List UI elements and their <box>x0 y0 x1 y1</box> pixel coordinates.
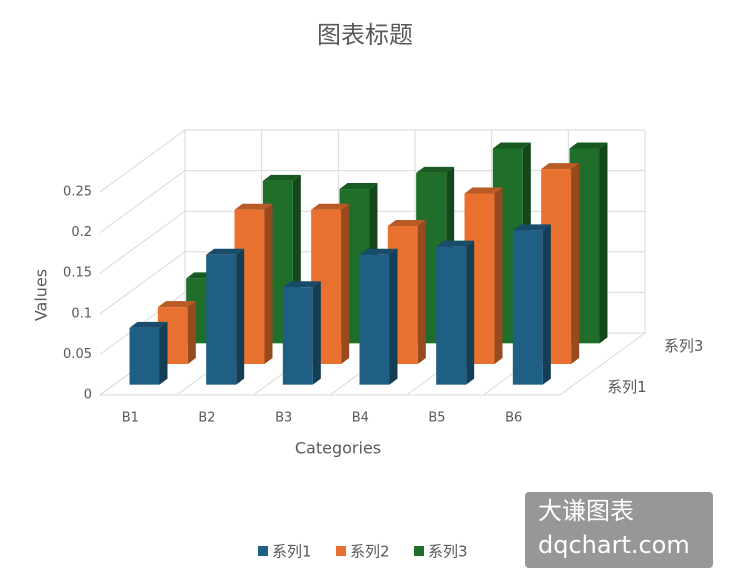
y-tick-label: 0 <box>84 388 92 403</box>
bar-top <box>387 219 426 226</box>
bar-side <box>466 240 475 385</box>
bar-front <box>436 246 467 385</box>
y-tick-label: 0.1 <box>71 306 92 321</box>
bar-top <box>436 240 475 247</box>
bar-side <box>417 219 426 364</box>
watermark-text: 大谦图表 <box>538 497 634 525</box>
bar <box>359 248 398 385</box>
bar-side <box>187 301 196 364</box>
bar-top <box>206 248 245 255</box>
bar-top <box>569 142 608 149</box>
bar-top <box>234 203 273 210</box>
depth-tick-label: 系列1 <box>607 378 647 396</box>
bar-top <box>541 163 580 170</box>
bar-side <box>236 248 245 385</box>
bar-top <box>512 224 551 231</box>
bar-front <box>206 254 237 385</box>
bar <box>129 321 168 385</box>
bar-top <box>282 281 321 288</box>
bar-side <box>159 321 168 385</box>
legend-swatch <box>336 546 346 556</box>
x-tick-label: B5 <box>428 411 445 426</box>
bar-side <box>264 203 273 364</box>
bar-top <box>464 187 503 194</box>
bar-front <box>282 287 313 385</box>
bar-front <box>512 230 543 385</box>
x-tick-label: B1 <box>122 411 139 426</box>
bar-top <box>262 174 301 181</box>
legend-swatch <box>258 546 268 556</box>
bar-top <box>359 248 398 255</box>
bar <box>206 248 245 385</box>
bar-top <box>416 166 455 173</box>
bar-side <box>599 142 608 344</box>
legend-label: 系列3 <box>428 543 468 561</box>
legend-label: 系列1 <box>272 543 312 561</box>
legend-swatch <box>414 546 424 556</box>
y-tick-label: 0.15 <box>63 266 92 281</box>
bar-side <box>341 203 350 364</box>
bar-side <box>494 187 503 364</box>
bar-front <box>359 254 390 385</box>
y-tick-label: 0.2 <box>71 225 92 240</box>
y-axis-label: Values <box>32 269 51 321</box>
bar <box>436 240 475 385</box>
bar-side <box>389 248 398 385</box>
bar <box>512 224 551 385</box>
legend-label: 系列2 <box>350 543 390 561</box>
watermark-box <box>525 492 713 568</box>
floor-line <box>559 332 646 396</box>
x-tick-label: B4 <box>352 411 369 426</box>
depth-tick-label: 系列3 <box>664 337 704 355</box>
x-tick-label: B3 <box>275 411 292 426</box>
bar-top <box>311 203 350 210</box>
bar-side <box>571 163 580 364</box>
bar-top <box>129 321 168 328</box>
x-tick-label: B6 <box>505 411 522 426</box>
bar-side <box>542 224 551 385</box>
watermark: 大谦图表 dqchart.com <box>525 492 713 568</box>
bar-top <box>157 301 196 308</box>
chart-title: 图表标题 <box>317 21 413 49</box>
bar <box>282 281 321 385</box>
bar-top <box>492 142 531 149</box>
y-tick-label: 0.25 <box>63 185 92 200</box>
bar-side <box>312 281 321 385</box>
y-tick-label: 0.05 <box>63 347 92 362</box>
bar-top <box>339 183 378 190</box>
watermark-text: dqchart.com <box>538 531 690 559</box>
bar-front <box>129 327 160 385</box>
x-tick-label: B2 <box>198 411 215 426</box>
x-axis-label: Categories <box>295 439 381 458</box>
